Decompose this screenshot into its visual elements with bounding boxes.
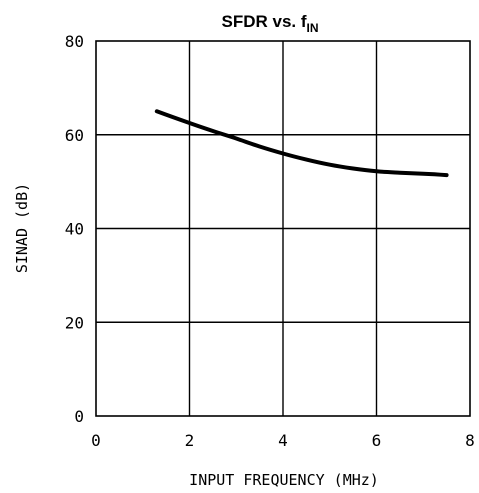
y-axis-label: SINAD (dB): [13, 183, 31, 273]
x-tick-label: 2: [185, 431, 195, 450]
chart-title-subscript: IN: [307, 21, 319, 35]
x-axis-label: INPUT FREQUENCY (MHz): [189, 471, 379, 489]
y-axis-ticks: 0 20 40 60 80: [65, 32, 84, 426]
x-tick-label: 8: [465, 431, 475, 450]
y-tick-label: 40: [65, 220, 84, 239]
x-tick-label: 0: [91, 431, 101, 450]
plot-frame: [95, 40, 471, 417]
chart-title-main: SFDR vs. f: [221, 12, 306, 31]
chart-title: SFDR vs. fIN: [221, 12, 318, 35]
y-tick-label: 0: [74, 407, 84, 426]
grid: [96, 41, 470, 416]
y-tick-label: 60: [65, 126, 84, 145]
y-tick-label: 80: [65, 32, 84, 51]
series-line-sinad: [154, 109, 449, 178]
y-tick-label: 20: [65, 313, 84, 332]
x-tick-label: 4: [278, 431, 288, 450]
x-tick-label: 6: [372, 431, 382, 450]
x-axis-ticks: 0 2 4 6 8: [91, 431, 475, 450]
